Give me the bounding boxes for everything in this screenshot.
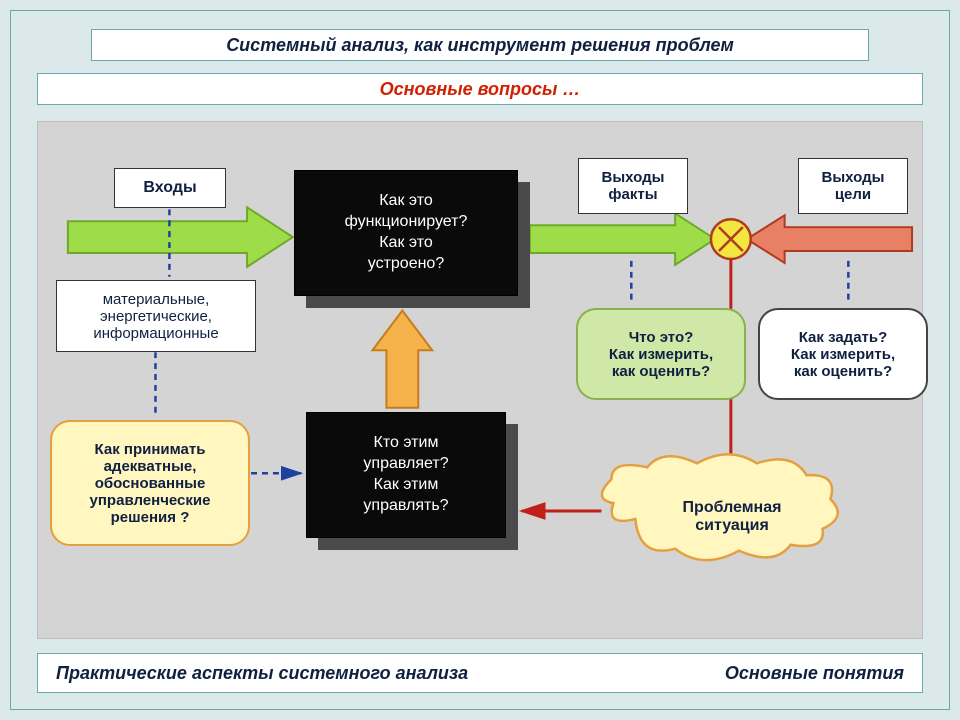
outputs-goals-text: Выходы цели	[822, 169, 885, 203]
blackbox-control-text: Кто этим управляет? Как этим управлять?	[363, 433, 448, 516]
blackbox-function-text: Как это функционирует? Как это устроено?	[345, 191, 468, 274]
outputs-goals-label: Выходы цели	[798, 158, 908, 214]
page-subtitle: Основные вопросы …	[380, 79, 581, 100]
bubble-measure-facts: Что это? Как измерить, как оценить?	[576, 308, 746, 400]
cloud-text: Проблемная ситуация	[683, 499, 782, 535]
blackbox-function: Как это функционирует? Как это устроено?	[294, 170, 518, 296]
bubble-decisions: Как принимать адекватные, обоснованные у…	[50, 420, 250, 546]
blackbox-control: Кто этим управляет? Как этим управлять?	[306, 412, 506, 538]
footer-right: Основные понятия	[725, 663, 904, 684]
bubble-goals-text: Как задать? Как измерить, как оценить?	[791, 329, 895, 380]
outputs-facts-label: Выходы факты	[578, 158, 688, 214]
bubble-measure-goals: Как задать? Как измерить, как оценить?	[758, 308, 928, 400]
bubble-facts-text: Что это? Как измерить, как оценить?	[609, 329, 713, 380]
arrow-outputs-goals	[747, 215, 912, 263]
page-frame: Системный анализ, как инструмент решения…	[10, 10, 950, 710]
arrow-inputs	[68, 207, 293, 267]
arrow-control-up	[372, 311, 432, 408]
materials-note: материальные, энергетические, информацио…	[56, 280, 256, 352]
inputs-text: Входы	[143, 179, 196, 197]
diagram-canvas: Входы Выходы факты Выходы цели материаль…	[37, 121, 923, 639]
page-title: Системный анализ, как инструмент решения…	[226, 35, 734, 56]
subtitle-bar: Основные вопросы …	[37, 73, 923, 105]
footer-left: Практические аспекты системного анализа	[56, 663, 468, 684]
outputs-facts-text: Выходы факты	[602, 169, 665, 203]
footer-bar: Практические аспекты системного анализа …	[37, 653, 923, 693]
bubble-decisions-text: Как принимать адекватные, обоснованные у…	[90, 441, 211, 526]
cloud-label: Проблемная ситуация	[642, 484, 822, 550]
title-bar: Системный анализ, как инструмент решения…	[91, 29, 869, 61]
arrow-outputs-facts	[530, 213, 715, 265]
inputs-label: Входы	[114, 168, 226, 208]
materials-text: материальные, энергетические, информацио…	[93, 291, 218, 342]
comparator-icon	[711, 219, 751, 259]
